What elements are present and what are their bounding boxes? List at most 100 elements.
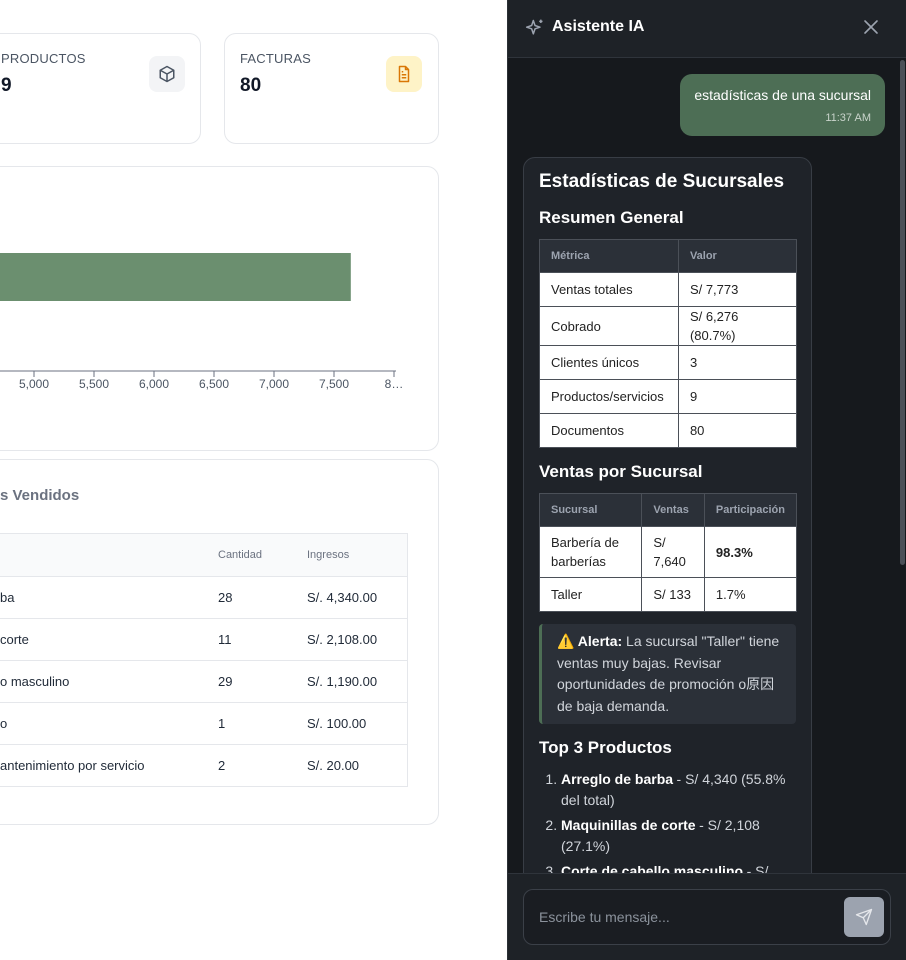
stat-label: FACTURAS <box>240 51 311 66</box>
bar-chart: 5,000 5,500 6,000 6,500 7,000 7,500 8… <box>0 253 404 391</box>
table-row: ba 28 S/. 4,340.00 <box>0 576 408 619</box>
table-row: corte 11 S/. 2,108.00 <box>0 618 408 661</box>
assistant-message: Estadísticas de Sucursales Resumen Gener… <box>523 157 812 873</box>
table-row: Clientes únicos 3 <box>539 345 798 380</box>
header-cell: Sucursal <box>538 493 643 527</box>
box-glyph <box>159 65 175 83</box>
header-cell <box>0 533 218 577</box>
send-button[interactable] <box>844 897 884 937</box>
table-cell: 9 <box>677 379 798 414</box>
header-row: Métrica Valor <box>539 239 798 273</box>
table-cell: 98.3% <box>703 526 798 578</box>
table-cell: 28 <box>218 576 307 619</box>
table-cell: o masculino <box>0 660 218 703</box>
item-name: Maquinillas de corte <box>561 817 696 833</box>
scrollbar <box>900 60 905 565</box>
table-cell: S/ 7,640 <box>641 526 705 578</box>
reply-title: Estadísticas de Sucursales <box>539 171 785 192</box>
x-tick-label: 5,500 <box>79 377 109 391</box>
box-icon <box>149 56 185 92</box>
table-row: o 1 S/. 100.00 <box>0 702 408 745</box>
branches-table: Sucursal Ventas Participación Barbería de b… <box>538 493 798 612</box>
header-row: Cantidad Ingresos <box>0 533 408 577</box>
products-table: Cantidad Ingresos ba 28 S/. 4,340.00 corte 11 S… <box>0 533 408 787</box>
user-message: estadísticas de una sucursal 11:37 AM <box>680 74 885 136</box>
header-cell: Participación <box>703 493 798 527</box>
message-text: estadísticas de una sucursal <box>694 87 871 103</box>
header-cell: Métrica <box>539 239 679 273</box>
message-time: 11:37 AM <box>825 112 871 124</box>
table-cell: Documentos <box>539 413 679 448</box>
table-cell: S/. 1,190.00 <box>307 660 408 703</box>
table-cell: Taller <box>538 577 643 612</box>
alert: ⚠️ Alerta: La sucursal "Taller" tiene ve… <box>539 624 796 724</box>
input-bar: Escribe tu mensaje... <box>508 873 906 960</box>
stat-label: PRODUCTOS <box>1 51 86 66</box>
top-list: Arreglo de barba- S/ 4,340 (55.8% del to… <box>539 769 796 873</box>
document-icon <box>386 56 422 92</box>
table-cell: S/. 100.00 <box>307 702 408 745</box>
table-cell: Productos/servicios <box>539 379 679 414</box>
table-row: Productos/servicios 9 <box>539 379 798 414</box>
send-icon <box>855 908 873 926</box>
table-cell: 1.7% <box>703 577 798 612</box>
table-cell: 29 <box>218 660 307 703</box>
chat-title: Asistente IA <box>552 18 645 35</box>
table-cell: o <box>0 702 218 745</box>
message-list: estadísticas de una sucursal 11:37 AM Es… <box>508 58 906 873</box>
x-tick-label: 7,500 <box>319 377 349 391</box>
x-tick-label: 5,000 <box>19 377 49 391</box>
table-cell: 1 <box>218 702 307 745</box>
table-cell: Ventas totales <box>539 272 679 307</box>
table-cell: 3 <box>677 345 798 380</box>
table-row: o masculino 29 S/. 1,190.00 <box>0 660 408 703</box>
table-row: Cobrado S/ 6,276 (80.7%) <box>539 306 798 346</box>
table-title: s Vendidos <box>0 487 80 504</box>
chart-card <box>0 166 439 451</box>
item-name: Arreglo de barba <box>561 771 674 787</box>
header-cell: Cantidad <box>218 533 307 577</box>
section-heading: Top 3 Productos <box>539 738 672 757</box>
summary-table: Métrica Valor Ventas totales S/ 7,773 Cobrad… <box>539 239 798 448</box>
x-tick-label: 8… <box>385 377 404 391</box>
x-tick-label: 7,000 <box>259 377 289 391</box>
stat-value: 80 <box>240 75 262 96</box>
list-item: Maquinillas de corte- S/ 2,108 (27.1%) <box>561 815 796 857</box>
table-cell: S/. 4,340.00 <box>307 576 408 619</box>
table-cell: S/. 20.00 <box>307 744 408 787</box>
message-input[interactable]: Escribe tu mensaje... <box>523 889 891 945</box>
item-detail: - S/ 2,108 (27.1%) <box>561 817 760 854</box>
list-item: Arreglo de barba- S/ 4,340 (55.8% del to… <box>561 769 796 811</box>
table-cell: Barbería de barberías <box>538 526 643 578</box>
header-cell: Ventas <box>641 493 705 527</box>
document-glyph <box>398 65 410 83</box>
assistant-panel: Asistente IA estadísticas de una sucursa… <box>507 0 906 960</box>
table-cell: Cobrado <box>539 306 679 346</box>
table-cell: Clientes únicos <box>539 345 679 380</box>
table-row: Ventas totales S/ 7,773 <box>539 272 798 307</box>
table-cell: antenimiento por servicio <box>0 744 218 787</box>
table-row: antenimiento por servicio 2 S/. 20.00 <box>0 744 408 787</box>
sparkle-icon <box>525 19 543 35</box>
header-row: Sucursal Ventas Participación <box>538 493 798 527</box>
item-detail: - S/ 1,190 (15.3%) <box>746 863 769 873</box>
stat-card: FACTURAS 80 <box>224 33 439 144</box>
stat-value: 9 <box>1 75 12 96</box>
table-cell: S/ 133 <box>641 577 705 612</box>
header-cell: Ingresos <box>307 533 408 577</box>
section-heading: Ventas por Sucursal <box>539 462 703 481</box>
bar <box>0 253 351 301</box>
item-detail: - S/ 4,340 (55.8% del total) <box>561 771 786 808</box>
table-row: Documentos 80 <box>539 413 798 448</box>
table-cell: 2 <box>218 744 307 787</box>
close-button[interactable] <box>863 19 879 35</box>
table-row: Barbería de barberías S/ 7,640 98.3% <box>538 526 798 578</box>
list-item: Corte de cabello masculino- S/ 1,190 (15… <box>561 861 796 873</box>
stat-card: PRODUCTOS 9 <box>0 33 201 144</box>
table-cell: 80 <box>677 413 798 448</box>
table-cell: S/ 7,773 <box>677 272 798 307</box>
table-cell: 11 <box>218 618 307 661</box>
x-tick-label: 6,000 <box>139 377 169 391</box>
table-cell: S/ 6,276 (80.7%) <box>677 306 798 346</box>
table-cell: corte <box>0 618 218 661</box>
